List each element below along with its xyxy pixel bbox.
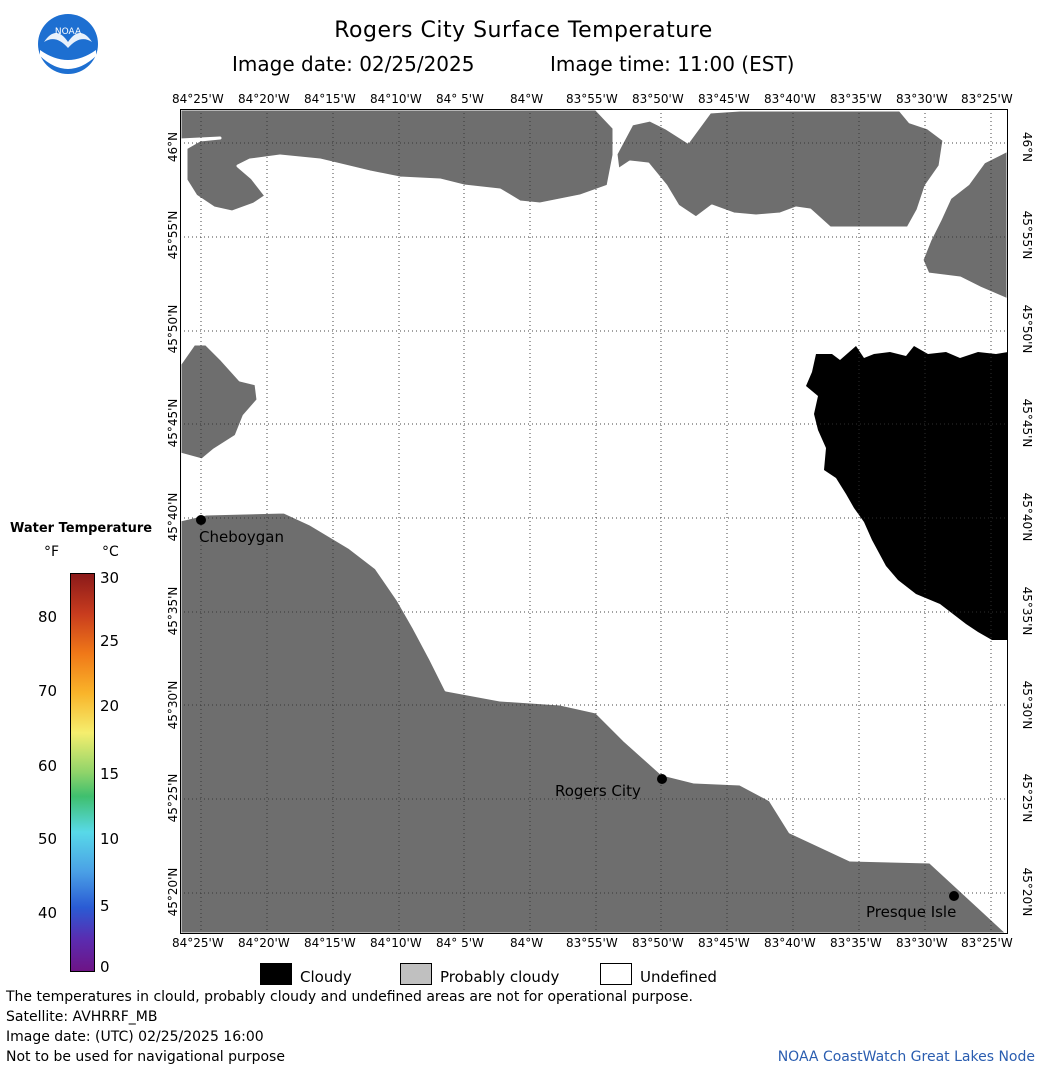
lat-tick-left: 45°20'N — [166, 868, 180, 917]
lat-tick-left: 45°40'N — [166, 493, 180, 542]
temperature-colorbar — [70, 573, 95, 972]
c-tick: 10 — [100, 830, 120, 848]
undefined-label: Undefined — [640, 968, 717, 986]
lon-tick: 84°20'W — [238, 92, 290, 106]
lon-tick: 84°W — [510, 92, 544, 106]
navigation-warning: Not to be used for navigational purpose — [6, 1049, 285, 1065]
c-tick: 5 — [100, 897, 110, 915]
lat-tick-right: 45°45'N — [1020, 399, 1034, 448]
lon-tick: 83°30'W — [896, 92, 948, 106]
northern-shore-land — [180, 109, 616, 214]
c-tick: 30 — [100, 569, 120, 587]
f-tick: 50 — [38, 830, 58, 848]
lon-tick: 84°15'W — [304, 92, 356, 106]
satellite-text: Satellite: AVHRRF_MB — [6, 1009, 158, 1025]
lon-tick: 83°50'W — [632, 936, 684, 950]
lon-tick: 83°55'W — [566, 936, 618, 950]
lon-tick: 84°W — [510, 936, 544, 950]
lon-tick: 84°10'W — [370, 92, 422, 106]
lon-tick: 84°25'W — [172, 936, 224, 950]
lat-tick-left: 46°N — [166, 132, 180, 162]
probably-cloudy-swatch — [400, 963, 432, 985]
c-tick: 0 — [100, 958, 110, 976]
lon-tick: 83°35'W — [830, 92, 882, 106]
map-title: Rogers City Surface Temperature — [334, 18, 713, 43]
lon-tick: 83°25'W — [961, 936, 1013, 950]
latitude-ticks: 46°N 45°55'N 45°50'N 45°45'N 45°40'N 45°… — [166, 132, 1034, 917]
lon-tick: 83°45'W — [698, 92, 750, 106]
image-time: Image time: 11:00 (EST) — [550, 52, 795, 76]
undefined-swatch — [600, 963, 632, 985]
lat-tick-left: 45°50'N — [166, 305, 180, 354]
rogers-city-marker[interactable] — [657, 774, 667, 784]
noaa-logo: NOAA — [38, 14, 98, 74]
unit-fahrenheit: °F — [44, 544, 60, 560]
lat-tick-right: 45°35'N — [1020, 587, 1034, 636]
disclaimer-text: The temperatures in clould, probably clo… — [6, 989, 693, 1005]
f-tick: 80 — [38, 608, 58, 626]
cloudy-swatch — [260, 963, 292, 985]
lon-tick: 83°40'W — [764, 92, 816, 106]
map-frame — [180, 109, 1008, 934]
lon-tick: 83°25'W — [961, 92, 1013, 106]
bois-blanc-island — [614, 109, 946, 230]
map-area[interactable]: Cheboygan Rogers City Presque Isle — [180, 109, 1008, 934]
cheboygan-label: Cheboygan — [199, 528, 284, 546]
lat-tick-left: 45°35'N — [166, 587, 180, 636]
northeast-point — [920, 148, 1008, 302]
presque-isle-label: Presque Isle — [866, 903, 956, 921]
lat-tick-right: 45°20'N — [1020, 868, 1034, 917]
lon-tick: 84°25'W — [172, 92, 224, 106]
lat-tick-left: 45°45'N — [166, 399, 180, 448]
lat-tick-left: 45°55'N — [166, 211, 180, 260]
lat-tick-right: 45°50'N — [1020, 305, 1034, 354]
lon-tick: 84°20'W — [238, 936, 290, 950]
c-tick: 15 — [100, 765, 120, 783]
lon-tick: 83°35'W — [830, 936, 882, 950]
west-island — [180, 342, 260, 462]
lon-tick: 84°15'W — [304, 936, 356, 950]
lat-tick-right: 45°55'N — [1020, 211, 1034, 260]
lon-tick: 83°55'W — [566, 92, 618, 106]
utc-date-text: Image date: (UTC) 02/25/2025 16:00 — [6, 1029, 264, 1045]
logo-text: NOAA — [55, 27, 82, 37]
f-tick: 40 — [38, 904, 58, 922]
lat-tick-right: 45°25'N — [1020, 774, 1034, 823]
cloudy-label: Cloudy — [300, 968, 352, 986]
unit-celsius: °C — [102, 544, 119, 560]
southern-shore-land — [180, 510, 1008, 934]
lon-tick: 83°30'W — [896, 936, 948, 950]
lat-tick-left: 45°25'N — [166, 774, 180, 823]
f-tick: 60 — [38, 757, 58, 775]
presque-isle-marker[interactable] — [949, 891, 959, 901]
northern-lake-hole — [257, 157, 283, 191]
cloud-region — [806, 346, 1008, 640]
c-tick: 20 — [100, 697, 120, 715]
lon-tick: 83°45'W — [698, 936, 750, 950]
lon-tick: 83°50'W — [632, 92, 684, 106]
cheboygan-marker[interactable] — [196, 515, 206, 525]
rogers-city-label: Rogers City — [555, 782, 641, 800]
f-tick: 70 — [38, 682, 58, 700]
lon-tick: 83°40'W — [764, 936, 816, 950]
c-tick: 25 — [100, 632, 120, 650]
image-date: Image date: 02/25/2025 — [232, 52, 475, 76]
credit-link[interactable]: NOAA CoastWatch Great Lakes Node — [777, 1049, 1035, 1065]
lat-tick-left: 45°30'N — [166, 681, 180, 730]
lon-tick: 84° 5'W — [436, 92, 484, 106]
probably-cloudy-label: Probably cloudy — [440, 968, 560, 986]
lat-tick-right: 46°N — [1020, 132, 1034, 162]
lat-tick-right: 45°40'N — [1020, 493, 1034, 542]
lon-tick: 84° 5'W — [436, 936, 484, 950]
lat-tick-right: 45°30'N — [1020, 681, 1034, 730]
legend-title: Water Temperature — [10, 521, 153, 536]
lon-tick: 84°10'W — [370, 936, 422, 950]
